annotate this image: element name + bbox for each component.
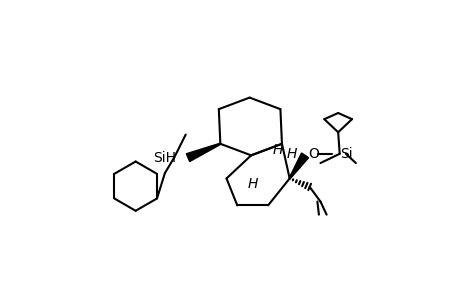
Text: SiH: SiH [152, 151, 175, 165]
Text: O: O [308, 147, 318, 161]
Text: H: H [272, 143, 283, 157]
Polygon shape [289, 153, 308, 179]
Text: Si: Si [339, 147, 352, 161]
Text: H: H [247, 177, 257, 191]
Polygon shape [186, 143, 220, 162]
Text: H: H [285, 147, 296, 161]
